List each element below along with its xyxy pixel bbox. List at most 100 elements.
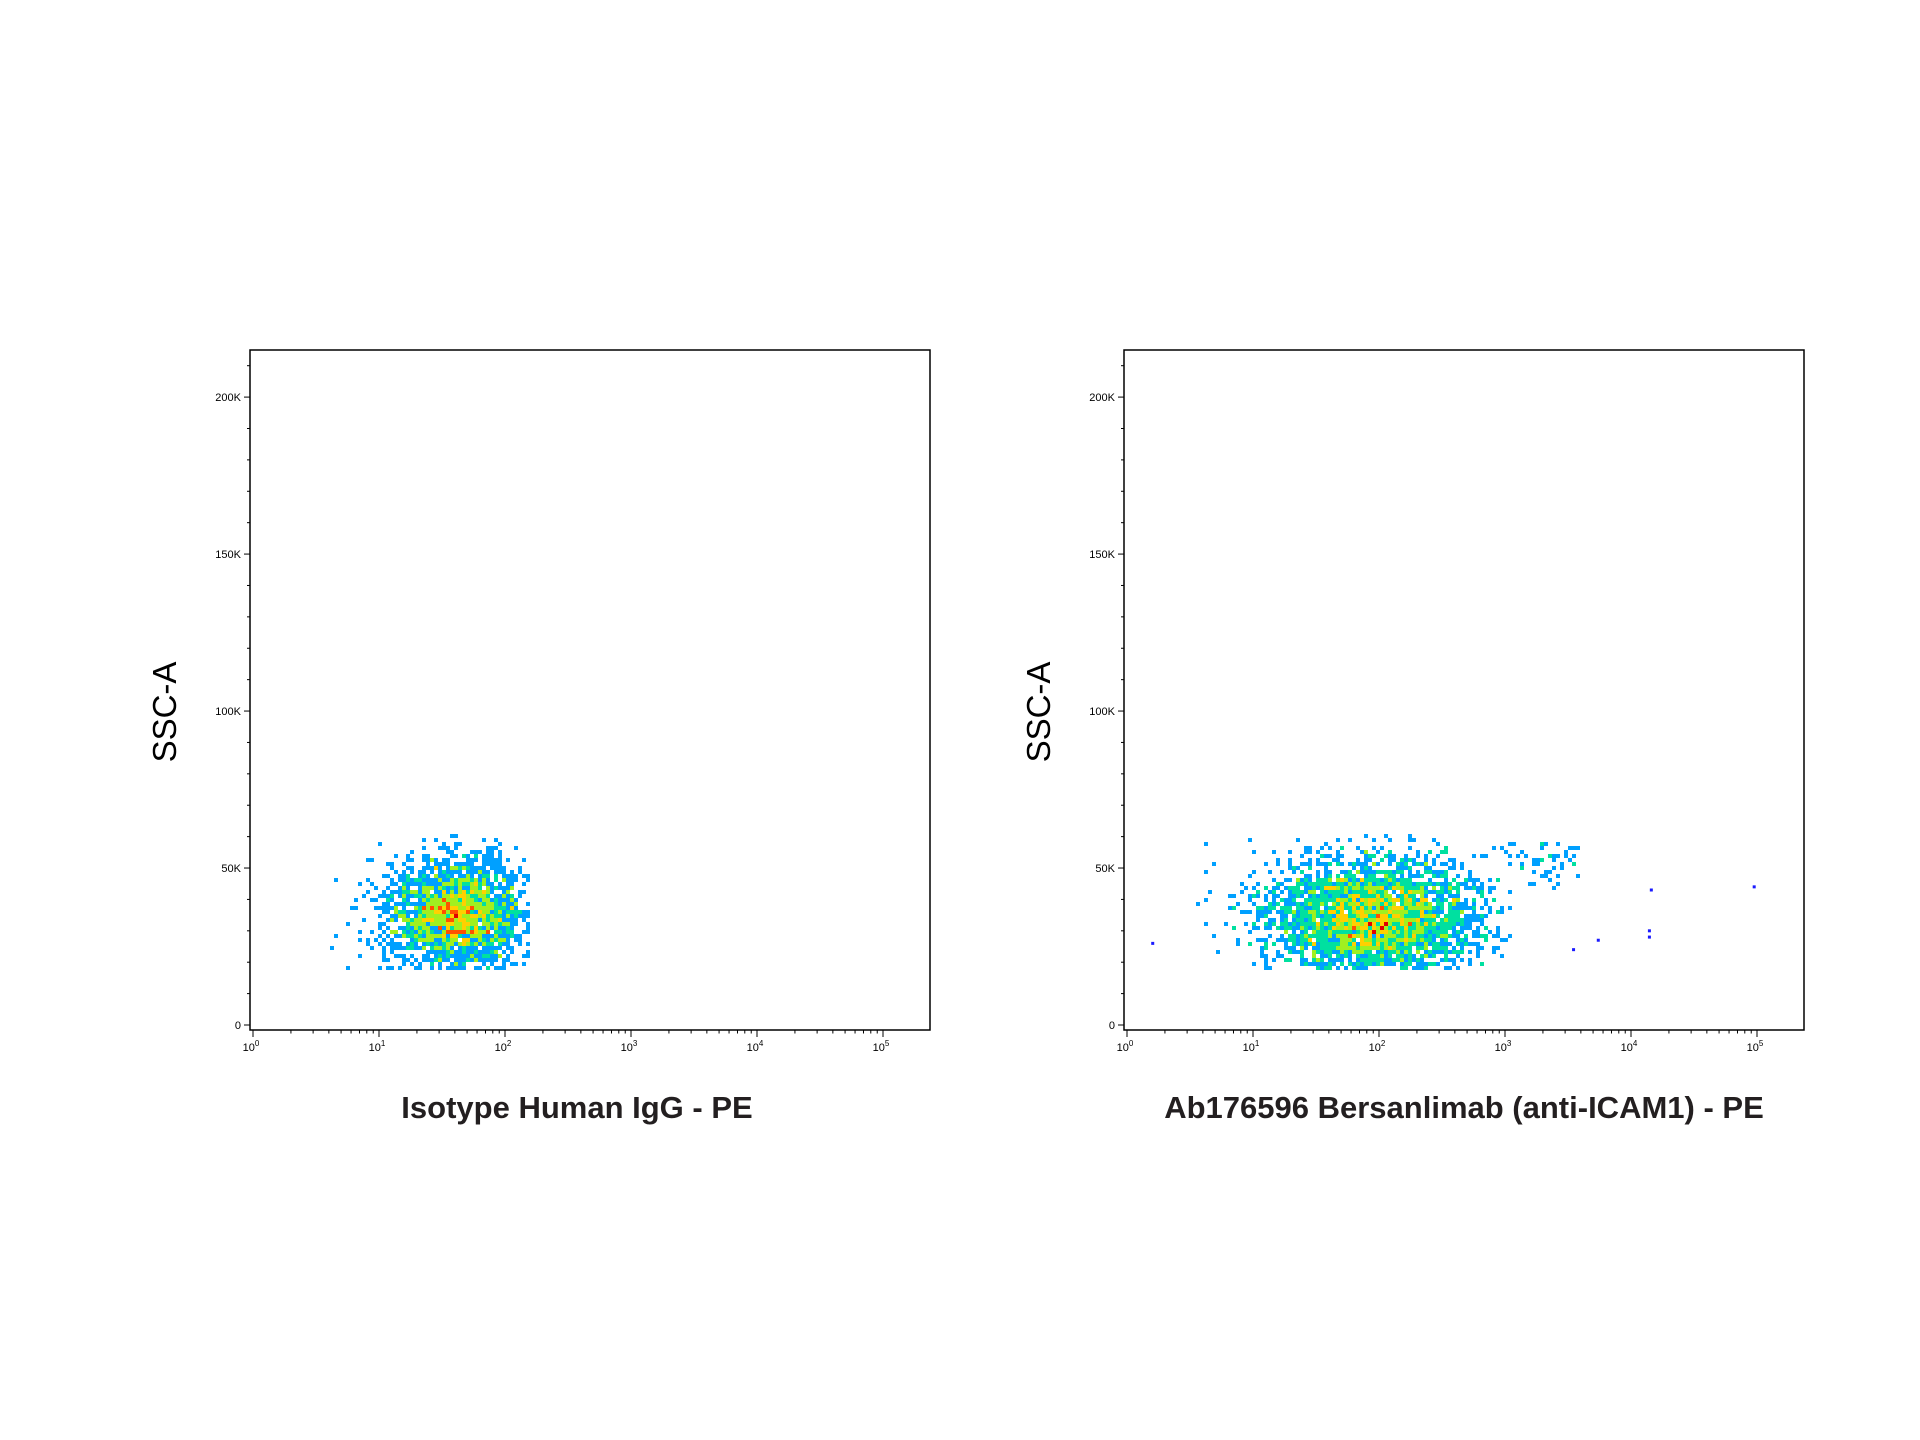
event-dot xyxy=(1388,902,1392,906)
event-dot xyxy=(1352,862,1356,866)
event-dot xyxy=(454,930,458,934)
event-dot xyxy=(442,842,446,846)
event-dot xyxy=(426,950,430,954)
event-dot xyxy=(1388,898,1392,902)
event-dot xyxy=(482,914,486,918)
event-dot xyxy=(1372,886,1376,890)
event-dot xyxy=(1392,890,1396,894)
event-dot xyxy=(1476,878,1480,882)
event-dot xyxy=(1400,894,1404,898)
event-dot xyxy=(1452,858,1456,862)
event-dot xyxy=(1392,918,1396,922)
event-dot xyxy=(438,938,442,942)
event-dot xyxy=(1312,922,1316,926)
event-dot xyxy=(462,886,466,890)
event-dot xyxy=(1376,938,1380,942)
event-dot xyxy=(1436,942,1440,946)
event-dot xyxy=(1412,890,1416,894)
event-dot xyxy=(438,846,442,850)
event-dot xyxy=(1340,958,1344,962)
event-dot xyxy=(394,942,398,946)
event-dot xyxy=(1544,874,1548,878)
event-dot xyxy=(1428,882,1432,886)
event-dot xyxy=(1328,962,1332,966)
event-dot xyxy=(482,946,486,950)
event-dot xyxy=(494,838,498,842)
event-dot xyxy=(434,894,438,898)
event-dot xyxy=(1272,906,1276,910)
event-dot xyxy=(1412,954,1416,958)
event-dot xyxy=(1276,862,1280,866)
event-dot xyxy=(1364,962,1368,966)
event-dot xyxy=(510,930,514,934)
event-dot xyxy=(1392,950,1396,954)
event-dot xyxy=(378,934,382,938)
event-dot xyxy=(494,954,498,958)
event-dot xyxy=(382,890,386,894)
event-dot xyxy=(1308,862,1312,866)
event-dot xyxy=(406,878,410,882)
event-dot xyxy=(1344,918,1348,922)
event-dot xyxy=(482,942,486,946)
event-dot xyxy=(1372,874,1376,878)
event-dot xyxy=(406,894,410,898)
event-dot xyxy=(442,922,446,926)
event-dot xyxy=(1432,882,1436,886)
event-dot xyxy=(1388,906,1392,910)
event-dot xyxy=(1384,926,1388,930)
event-dot xyxy=(502,874,506,878)
event-dot xyxy=(1452,886,1456,890)
event-dot xyxy=(442,886,446,890)
event-dot xyxy=(1284,926,1288,930)
event-dot xyxy=(1476,918,1480,922)
event-dot xyxy=(474,954,478,958)
event-dot xyxy=(434,838,438,842)
event-dot xyxy=(1352,938,1356,942)
event-dot xyxy=(1360,898,1364,902)
event-dot xyxy=(1472,854,1476,858)
event-dot xyxy=(1436,894,1440,898)
event-dot xyxy=(1320,922,1324,926)
event-dot xyxy=(1424,870,1428,874)
event-dot xyxy=(1312,894,1316,898)
event-dot xyxy=(1344,930,1348,934)
event-dot xyxy=(510,926,514,930)
event-dot xyxy=(486,854,490,858)
event-dot xyxy=(1376,934,1380,938)
event-dot xyxy=(1352,882,1356,886)
event-dot xyxy=(434,930,438,934)
event-dot xyxy=(494,938,498,942)
event-dot xyxy=(1352,918,1356,922)
event-dot xyxy=(1472,906,1476,910)
event-dot xyxy=(482,962,486,966)
event-dot xyxy=(1304,890,1308,894)
event-dot xyxy=(1368,902,1372,906)
event-dot xyxy=(1400,910,1404,914)
event-dot xyxy=(494,910,498,914)
event-dot xyxy=(498,918,502,922)
event-dot xyxy=(1288,922,1292,926)
event-dot xyxy=(1348,934,1352,938)
event-dot xyxy=(1364,850,1368,854)
event-dot xyxy=(454,862,458,866)
event-dot xyxy=(1328,958,1332,962)
event-dot xyxy=(1328,954,1332,958)
event-dot xyxy=(474,870,478,874)
event-dot xyxy=(490,906,494,910)
event-dot xyxy=(1312,926,1316,930)
event-dot xyxy=(1324,866,1328,870)
event-dot xyxy=(1336,906,1340,910)
event-dot xyxy=(1272,918,1276,922)
event-dot xyxy=(1288,902,1292,906)
event-dot xyxy=(434,890,438,894)
event-dot xyxy=(1440,934,1444,938)
event-dot xyxy=(462,902,466,906)
event-dot xyxy=(1416,854,1420,858)
event-dot xyxy=(510,902,514,906)
event-dot xyxy=(462,966,466,970)
event-dot xyxy=(470,938,474,942)
event-dot xyxy=(1416,890,1420,894)
event-dot xyxy=(438,866,442,870)
event-dot xyxy=(426,930,430,934)
event-dot xyxy=(1380,962,1384,966)
